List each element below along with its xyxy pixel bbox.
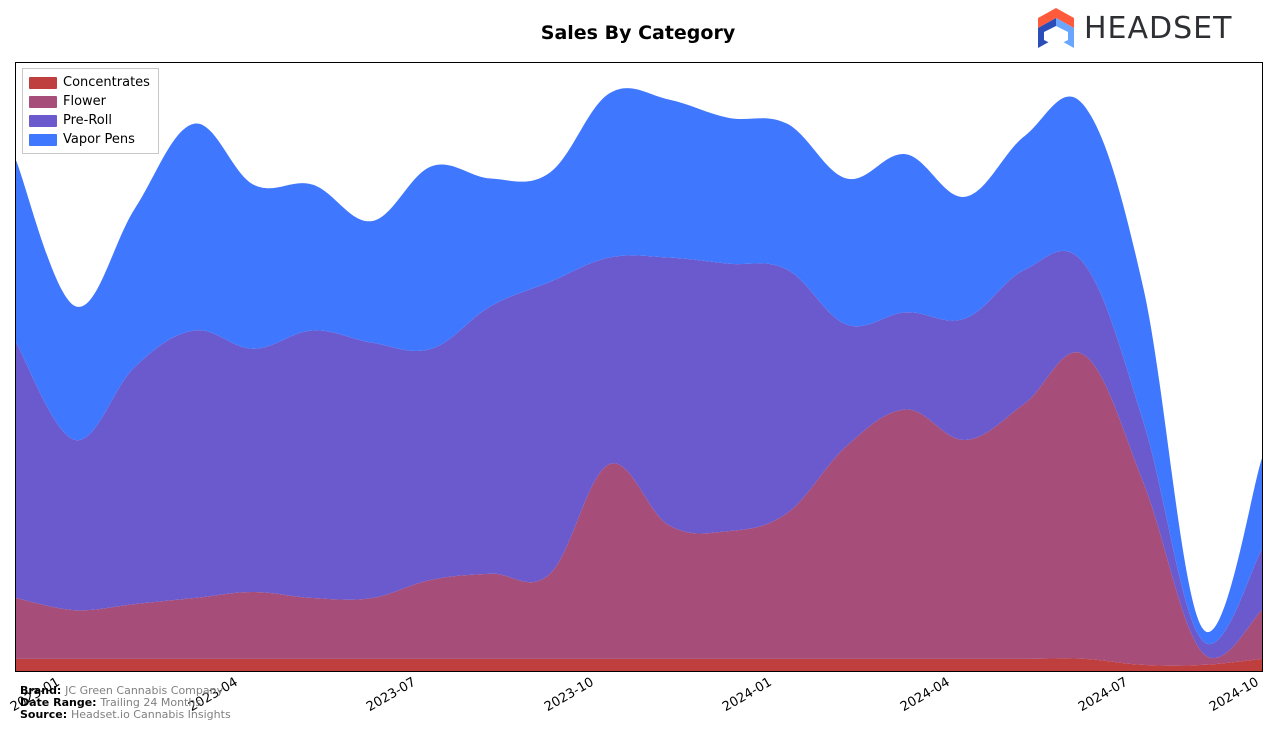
metadata-row: Source: Headset.io Cannabis Insights — [20, 709, 231, 721]
metadata-label: Source: — [20, 708, 71, 721]
chart-metadata: Brand: JC Green Cannabis CompanyDate Ran… — [20, 685, 231, 721]
x-tick-label: 2024-04 — [898, 675, 953, 715]
x-axis-ticks: 2023-012023-042023-072023-102024-012024-… — [0, 0, 1276, 743]
x-tick-label: 2024-07 — [1076, 675, 1131, 715]
chart-container: Sales By Category HEADSET ConcentratesFl… — [0, 0, 1276, 743]
x-tick-label: 2023-10 — [542, 675, 597, 715]
metadata-value: Headset.io Cannabis Insights — [71, 708, 231, 721]
x-tick-label: 2024-01 — [720, 675, 775, 715]
x-tick-label: 2024-10 — [1207, 675, 1262, 715]
x-tick-label: 2023-07 — [364, 675, 419, 715]
